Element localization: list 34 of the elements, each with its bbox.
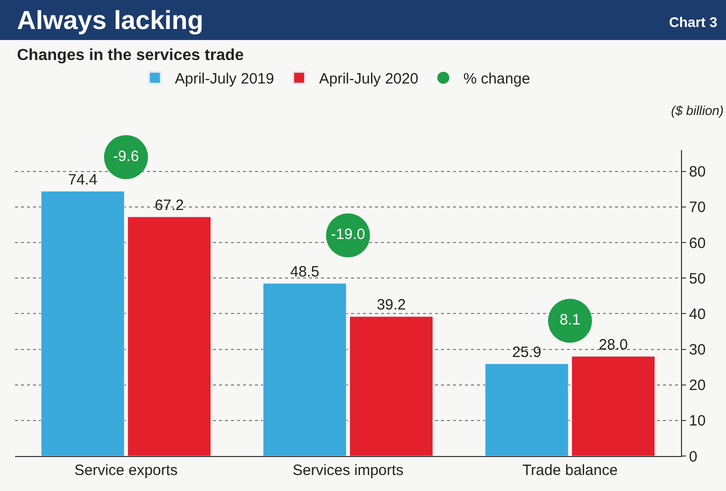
x-tick-label: Trade balance	[522, 462, 618, 479]
annotation: -9.6	[113, 148, 139, 165]
x-tick-label: Service exports	[74, 462, 178, 479]
y-tick-label: 0	[689, 448, 698, 466]
y-axis-title: ($ billion)	[671, 103, 724, 118]
data-label: 39.2	[376, 296, 406, 314]
annotation: 8.1	[560, 312, 580, 329]
legend-label: April-July 2019	[174, 70, 274, 88]
y-tick-label: 60	[689, 234, 706, 252]
chart-title: Always lacking	[17, 5, 204, 35]
bar	[571, 356, 656, 456]
data-label: 25.9	[512, 344, 542, 361]
bar	[127, 216, 212, 456]
data-label: 74.4	[68, 171, 98, 188]
y-tick-label: 10	[689, 412, 706, 430]
legend-label: April-July 2020	[319, 70, 418, 88]
bar	[349, 316, 434, 456]
data-label: 48.5	[290, 263, 320, 280]
data-label: 28.0	[598, 336, 628, 354]
data-label: 67.2	[154, 196, 184, 214]
legend-label: % change	[463, 70, 530, 88]
y-tick-label: 20	[689, 377, 706, 394]
y-tick-label: 40	[689, 306, 706, 323]
caption: Chart 3	[669, 14, 718, 30]
x-tick-label: Services imports	[292, 462, 404, 479]
bar	[262, 283, 347, 456]
y-tick-label: 70	[689, 199, 706, 216]
bar	[484, 364, 569, 456]
y-tick-label: 80	[689, 164, 706, 181]
chart-subtitle: Changes in the services trade	[17, 47, 244, 64]
bar	[40, 191, 125, 456]
annotation: -19.0	[330, 226, 366, 244]
y-tick-label: 30	[689, 342, 706, 359]
y-tick-label: 50	[689, 270, 706, 288]
